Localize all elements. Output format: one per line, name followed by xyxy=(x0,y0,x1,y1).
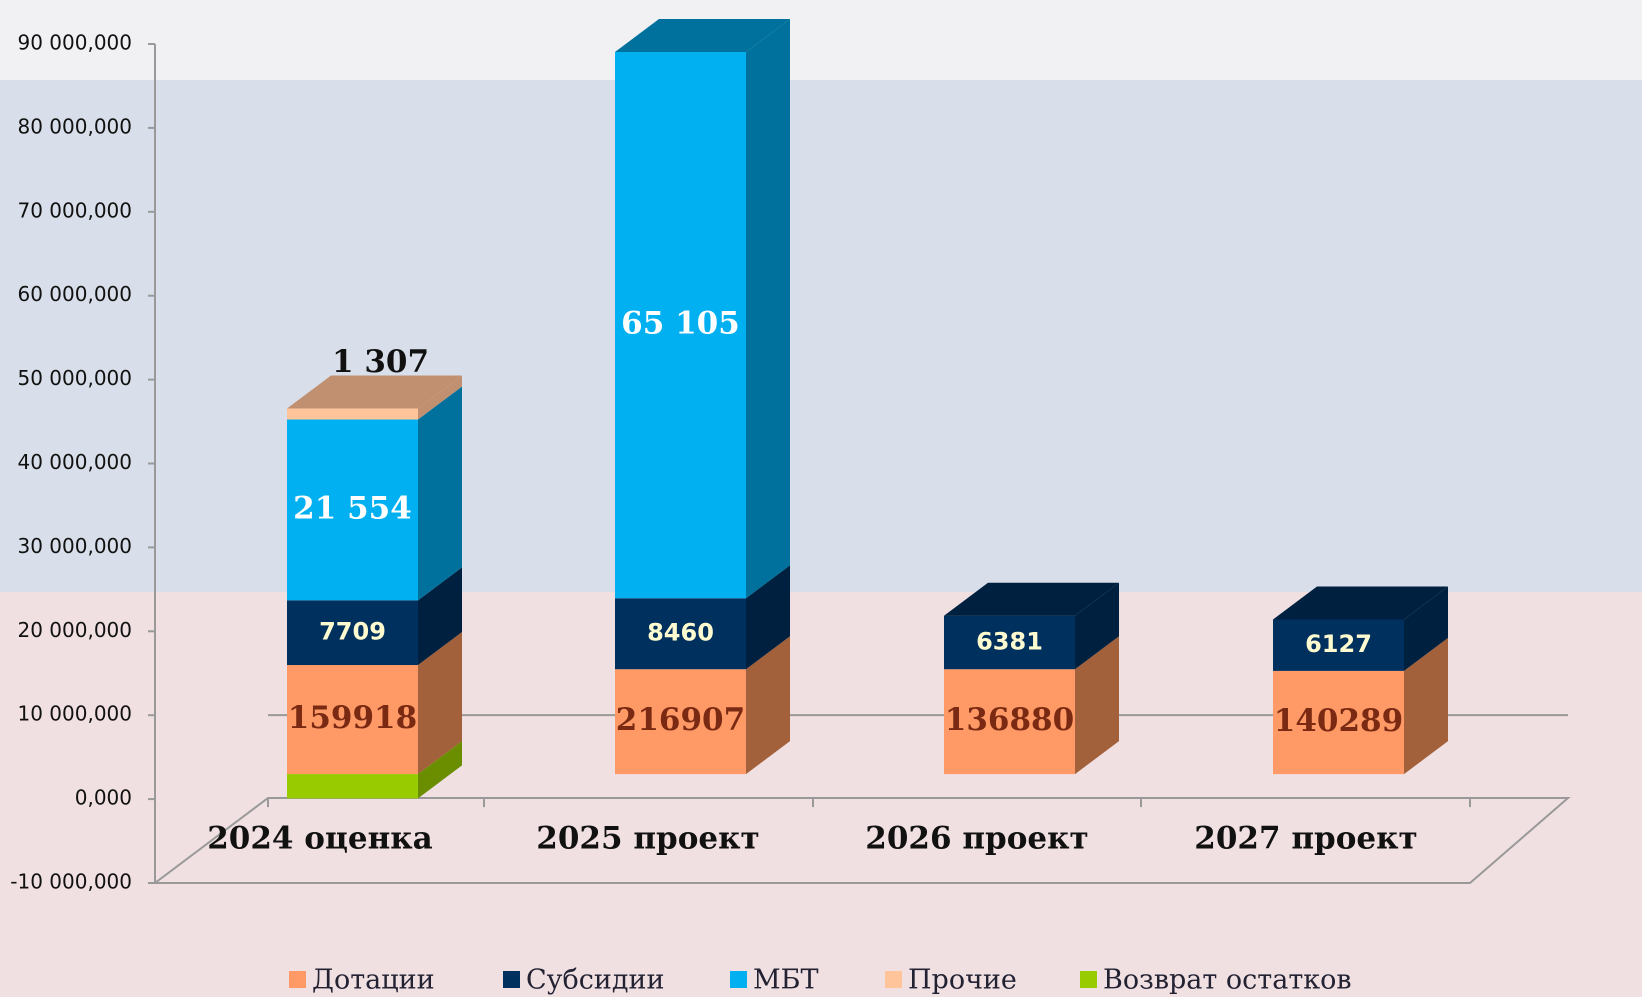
y-tick-label: 80 000,000 xyxy=(17,114,132,138)
bar xyxy=(287,600,418,666)
data-label: 7709 xyxy=(319,618,386,646)
bar xyxy=(1273,619,1404,671)
data-label: 21 554 xyxy=(293,490,412,526)
data-label: 159918 xyxy=(288,700,417,736)
legend-swatch xyxy=(289,971,306,988)
bar xyxy=(1273,670,1404,775)
legend-label: Дотации xyxy=(312,965,435,996)
bar xyxy=(944,615,1075,670)
bar xyxy=(944,669,1075,775)
bar-side xyxy=(418,741,462,799)
bar xyxy=(615,598,746,670)
bar-side xyxy=(746,565,790,670)
background-band xyxy=(0,0,1642,80)
bar-side xyxy=(1075,636,1119,775)
bar-side xyxy=(1075,582,1119,670)
y-tick-label: 70 000,000 xyxy=(17,198,132,222)
bar-top xyxy=(287,375,462,409)
bar-side xyxy=(418,375,462,420)
y-tick-label: 20 000,000 xyxy=(17,618,132,642)
bar-top xyxy=(615,19,790,53)
bar xyxy=(287,408,418,420)
data-label: 6381 xyxy=(976,627,1043,655)
bar-top xyxy=(944,582,1119,616)
y-tick-label: 90 000,000 xyxy=(17,31,132,55)
y-tick-label: 60 000,000 xyxy=(17,282,132,306)
data-label: 8460 xyxy=(647,619,714,647)
bar xyxy=(615,52,746,599)
x-tick-label: 2025 проект xyxy=(536,821,759,857)
y-tick-label: 30 000,000 xyxy=(17,534,132,558)
data-label: 216907 xyxy=(616,702,745,738)
legend-label: Возврат остатков xyxy=(1103,965,1352,996)
y-tick-label: 10 000,000 xyxy=(17,702,132,726)
data-label: 136880 xyxy=(945,702,1074,738)
legend-label: Прочие xyxy=(908,965,1017,996)
bar-side xyxy=(1404,637,1448,775)
bar-side xyxy=(418,386,462,601)
bar-side xyxy=(746,636,790,775)
bar xyxy=(615,669,746,775)
legend-label: МБТ xyxy=(753,965,819,996)
y-tick-label: 0,000 xyxy=(75,786,132,810)
bar-top xyxy=(1273,586,1448,620)
bar-side xyxy=(1404,586,1448,671)
bar-side xyxy=(418,632,462,775)
bar-side xyxy=(418,567,462,666)
legend-swatch xyxy=(730,971,747,988)
legend-swatch xyxy=(1080,971,1097,988)
bar xyxy=(287,665,418,775)
legend-swatch xyxy=(503,971,520,988)
bar-side xyxy=(746,19,790,599)
data-label: 1 307 xyxy=(332,344,429,380)
x-tick-label: 2026 проект xyxy=(865,821,1088,857)
y-tick-label: 50 000,000 xyxy=(17,366,132,390)
bar xyxy=(287,419,418,601)
floor xyxy=(152,797,1571,884)
legend-label: Субсидии xyxy=(526,965,665,996)
data-label: 140289 xyxy=(1274,703,1403,739)
background-band xyxy=(0,80,1642,592)
bar xyxy=(287,774,418,799)
x-tick-label: 2024 оценка xyxy=(207,821,433,857)
data-label: 6127 xyxy=(1305,630,1372,658)
data-label: 65 105 xyxy=(621,306,740,342)
y-tick-label: 40 000,000 xyxy=(17,450,132,474)
x-tick-label: 2027 проект xyxy=(1194,821,1417,857)
legend-swatch xyxy=(885,971,902,988)
y-tick-label: -10 000,000 xyxy=(10,870,132,894)
